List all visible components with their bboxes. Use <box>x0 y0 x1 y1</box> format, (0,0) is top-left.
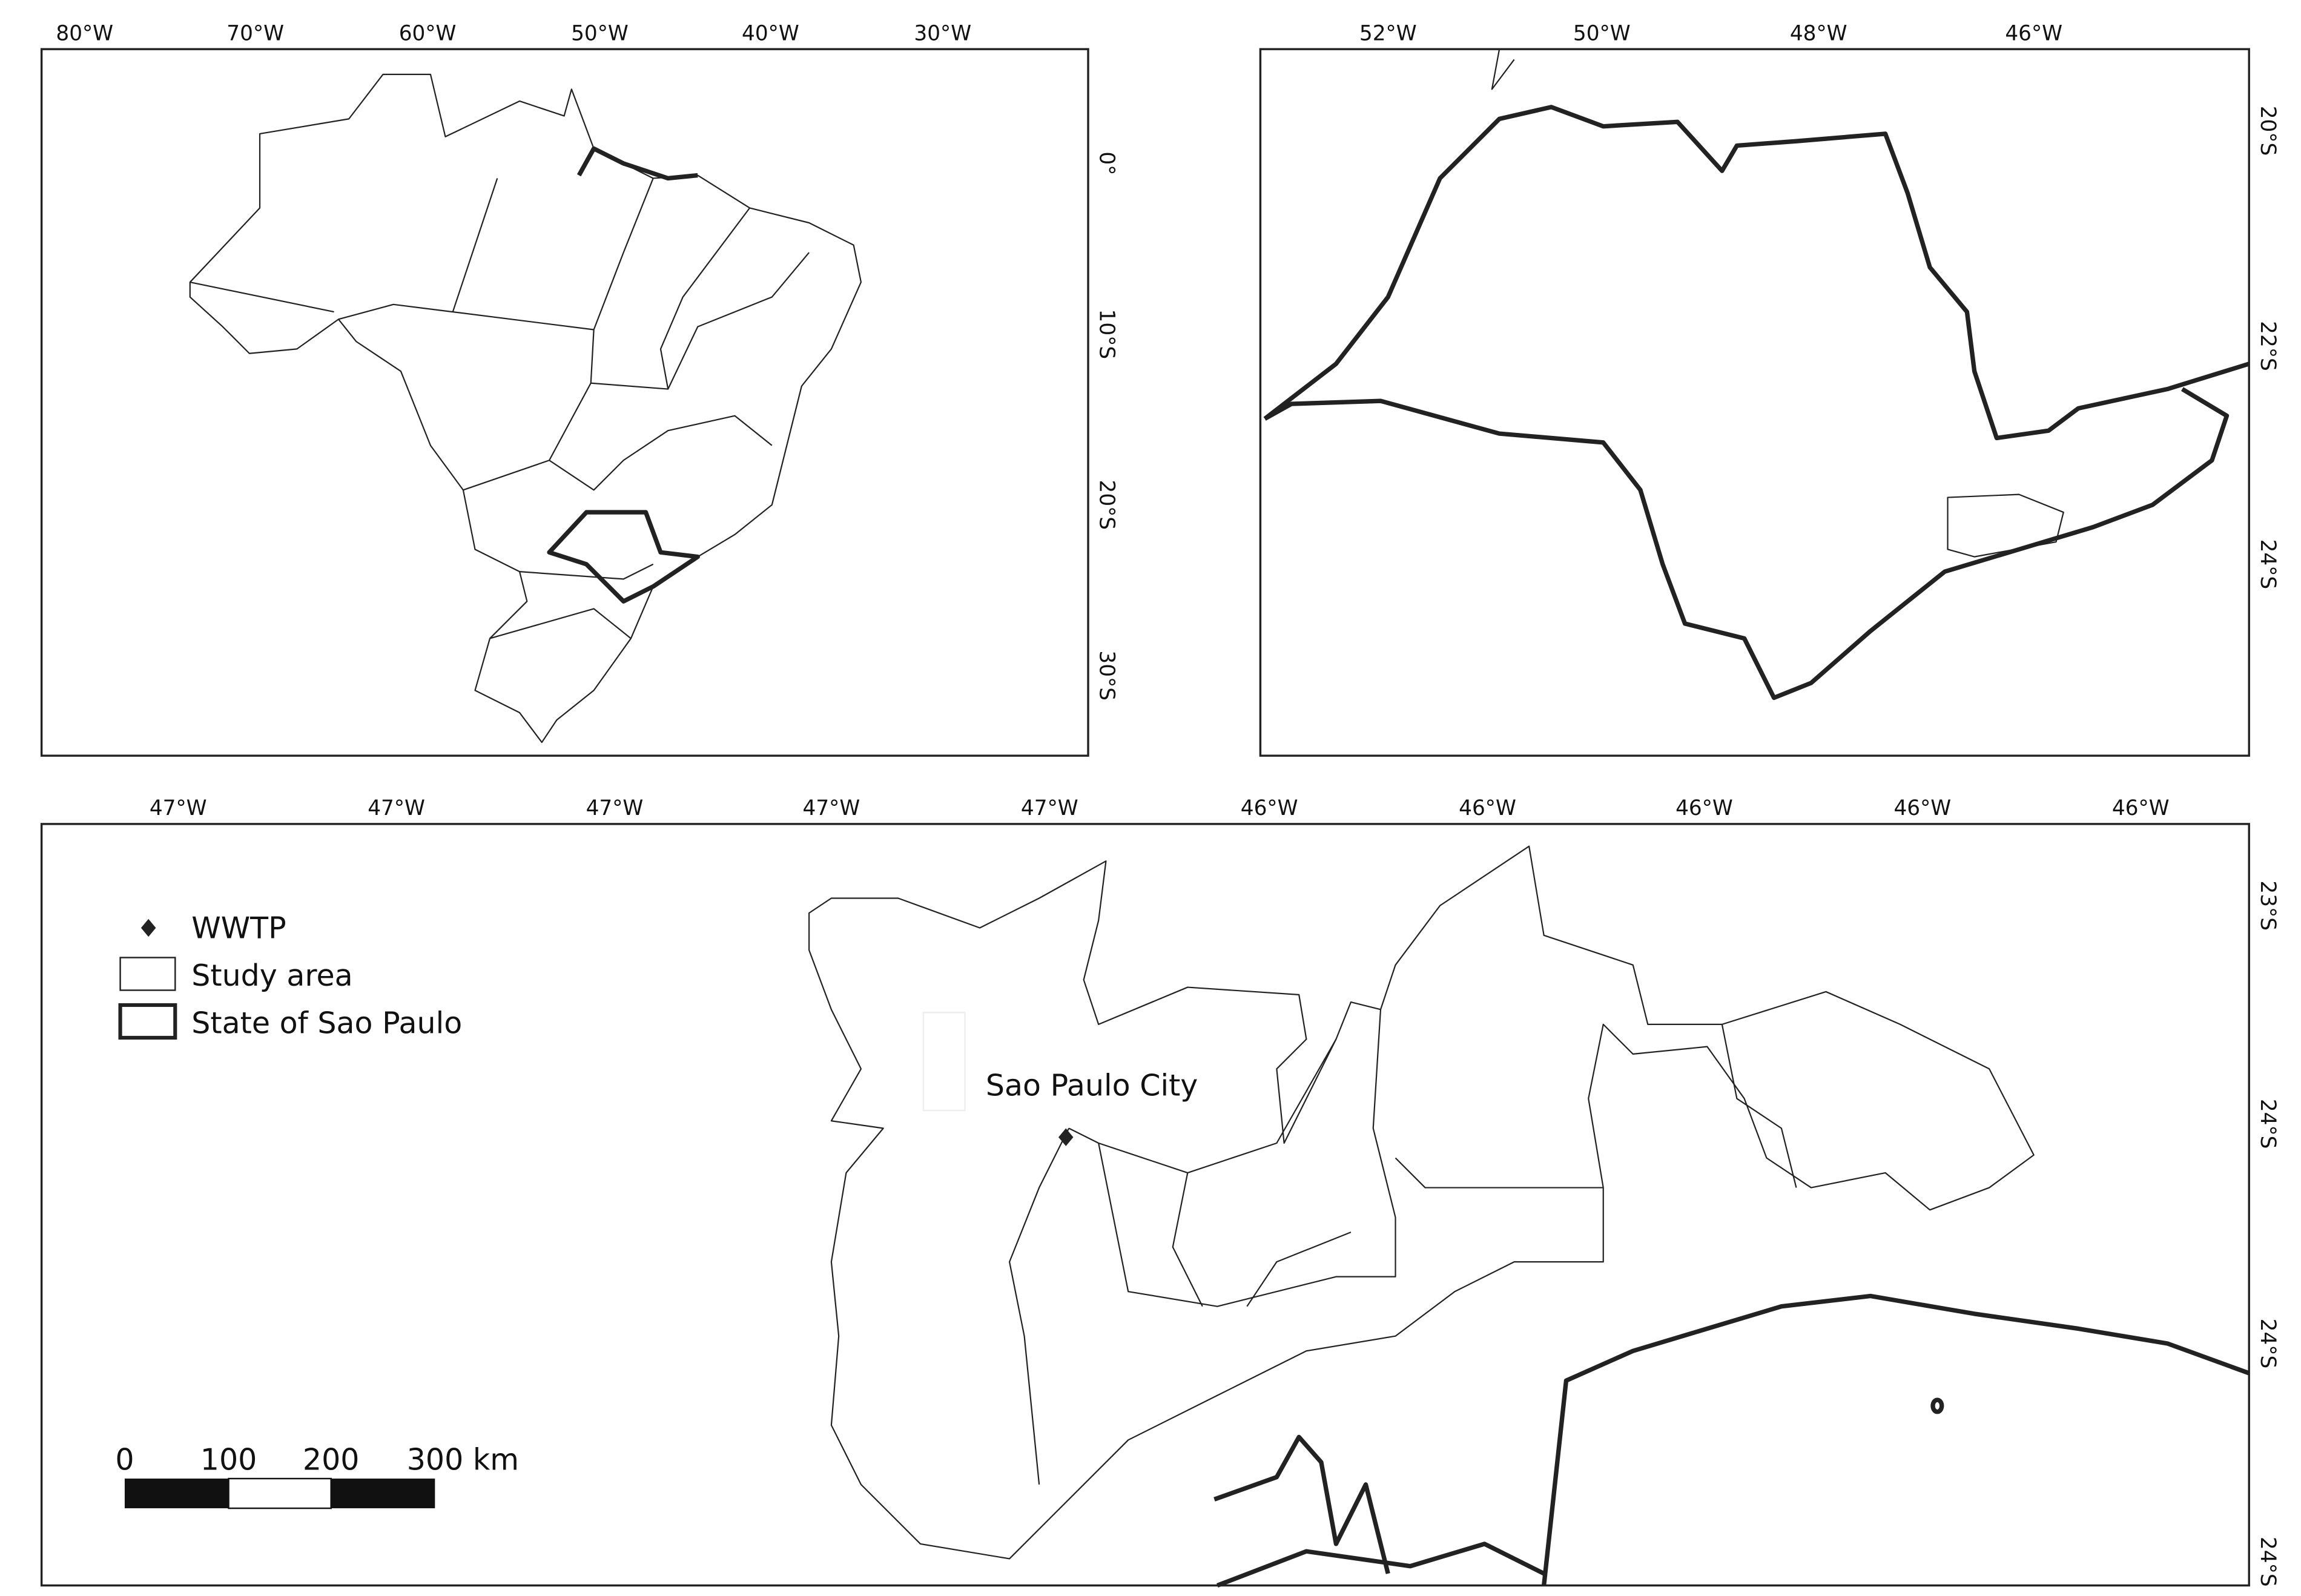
coastline <box>576 146 698 181</box>
scale-segment <box>331 1479 435 1509</box>
x-graticule-label: 70°W <box>226 21 284 45</box>
x-graticule-label: 48°W <box>1790 21 1847 45</box>
y-graticule-label: 0° <box>1095 151 1119 175</box>
scale-bar: 0 100 200 300 km <box>115 1442 519 1509</box>
legend-symbol <box>119 957 176 991</box>
place-label: Sao Paulo City <box>986 1068 1198 1103</box>
study-area-panel: Sao Paulo City WWTP Study area State of … <box>40 823 2250 1588</box>
x-graticule-label: 46°W <box>1675 796 1733 820</box>
x-graticule-label: 50°W <box>571 21 629 45</box>
scale-label: 100 <box>200 1442 257 1477</box>
sub-basins <box>1008 1009 1797 1485</box>
x-graticule-label: 46°W <box>1459 796 1516 820</box>
x-graticule-label: 52°W <box>1359 21 1417 45</box>
state-borders <box>190 178 810 639</box>
legend-symbol <box>140 918 156 937</box>
x-graticule-label: 80°W <box>56 21 113 45</box>
scale-segment <box>228 1477 332 1509</box>
scale-segment <box>124 1479 229 1509</box>
y-graticule-label: 23°S <box>2256 880 2280 931</box>
legend-label: WWTP <box>191 911 286 946</box>
y-graticule-label: 20°S <box>2256 106 2280 156</box>
x-graticule-label: 46°W <box>1241 796 1298 820</box>
legend: WWTP Study area State of Sao Paulo <box>118 911 462 1041</box>
brazil-outline <box>189 73 862 744</box>
x-graticule-label: 46°W <box>1893 796 1951 820</box>
scale-label: 200 <box>303 1442 360 1477</box>
panel-frame <box>40 823 2250 1587</box>
y-graticule-label: 24°S <box>2256 1099 2280 1149</box>
legend-label: Study area <box>191 958 352 993</box>
scale-label: 300 km <box>407 1442 519 1477</box>
x-graticule-label: 50°W <box>1573 21 1631 45</box>
y-graticule-label: 24°S <box>2256 1537 2280 1587</box>
legend-symbol <box>118 1003 177 1040</box>
x-graticule-label: 30°W <box>914 21 971 45</box>
sao-paulo-state <box>547 510 700 604</box>
study-area <box>1491 48 2064 558</box>
coastline <box>1213 1293 2250 1588</box>
y-graticule-label: 24°S <box>2256 539 2280 590</box>
scale-label: 0 <box>115 1442 134 1477</box>
panel-frame <box>40 48 1089 757</box>
y-graticule-label: 10°S <box>1095 309 1119 360</box>
sao-paulo-state <box>1263 105 2250 701</box>
x-graticule-label: 47°W <box>150 796 207 820</box>
x-graticule-label: 60°W <box>399 21 457 45</box>
x-graticule-label: 46°W <box>2112 796 2170 820</box>
x-graticule-label: 47°W <box>368 796 425 820</box>
wwtp-marker <box>1058 1128 1074 1146</box>
island <box>1930 1397 1944 1414</box>
city-box <box>922 1012 966 1112</box>
state-panel <box>1259 48 2250 757</box>
legend-label: State of Sao Paulo <box>191 1006 462 1041</box>
x-graticule-label: 46°W <box>2005 21 2062 45</box>
brazil-panel <box>40 48 1089 757</box>
y-graticule-label: 30°S <box>1095 650 1119 701</box>
x-graticule-label: 47°W <box>586 796 644 820</box>
x-graticule-label: 40°W <box>742 21 799 45</box>
y-graticule-label: 24°S <box>2256 1319 2280 1369</box>
x-graticule-label: 47°W <box>803 796 860 820</box>
y-graticule-label: 20°S <box>1095 480 1119 530</box>
panel-frame <box>1259 48 2250 757</box>
study-area <box>808 845 2035 1560</box>
y-graticule-label: 22°S <box>2256 321 2280 371</box>
x-graticule-label: 47°W <box>1021 796 1078 820</box>
